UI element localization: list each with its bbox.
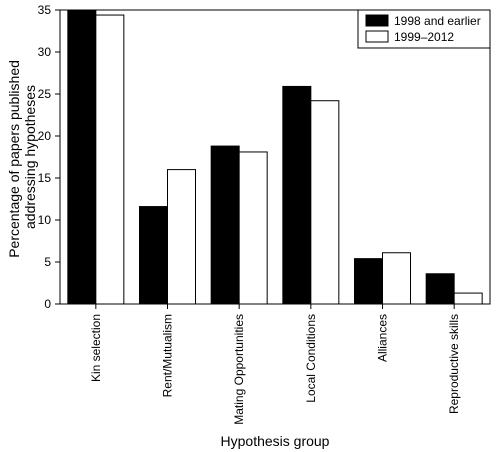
y-axis-title: Percentage of papers published addressin… (6, 56, 38, 258)
y-tick-label: 10 (38, 213, 52, 227)
legend: 1998 and earlier 1999–2012 (357, 9, 491, 49)
legend-label-1998-and-earlier: 1998 and earlier (394, 14, 481, 28)
y-tick-label: 0 (44, 297, 51, 311)
bar-alliances-1999-2012 (382, 252, 411, 305)
x-tick-label-kin-selection: Kin selection (89, 314, 103, 382)
x-tick-label-rent-mutualism: Rent/Mutualism (161, 314, 175, 397)
y-tick-label: 30 (38, 45, 52, 59)
y-tick-label: 5 (44, 255, 51, 269)
bar-mating-opportunities-1998-and-earlier (210, 145, 240, 305)
y-tick-label: 35 (38, 3, 52, 17)
y-axis-title-line-1: Percentage of papers published (6, 60, 22, 258)
bar-alliances-1998-and-earlier (354, 258, 383, 305)
bar-reproductive-skills-1999-2012 (453, 292, 483, 305)
bar-mating-opportunities-1999-2012 (238, 151, 268, 305)
legend-label-1999-2012: 1999–2012 (394, 30, 454, 44)
y-axis-title-line-2: addressing hypotheses (22, 85, 38, 229)
y-tick-label: 25 (38, 87, 52, 101)
legend-swatch-1998-and-earlier (365, 14, 389, 27)
x-axis-title: Hypothesis group (221, 433, 330, 449)
bar-kin-selection-1999-2012 (95, 14, 125, 305)
bar-reproductive-skills-1998-and-earlier (425, 273, 455, 305)
y-tick-label: 15 (38, 171, 52, 185)
bars-layer (67, 10, 483, 305)
x-axis: Kin selection Rent/Mutualism Mating Opport… (89, 304, 461, 425)
x-tick-label-local-conditions: Local Conditions (304, 314, 318, 403)
y-axis: 0 5 10 15 20 25 30 35 (38, 3, 60, 311)
bar-rent-mutualism-1999-2012 (167, 169, 196, 305)
x-tick-label-reproductive-skills: Reproductive skills (447, 314, 461, 414)
y-tick-label: 20 (38, 129, 52, 143)
bar-local-conditions-1999-2012 (310, 100, 340, 305)
bar-local-conditions-1998-and-earlier (282, 85, 312, 305)
x-tick-label-mating-opportunities: Mating Opportunities (232, 314, 246, 425)
bar-rent-mutualism-1998-and-earlier (139, 206, 168, 305)
bar-kin-selection-1998-and-earlier (67, 10, 97, 305)
x-tick-label-alliances: Alliances (376, 314, 390, 362)
plot-frame (59, 9, 491, 305)
legend-swatch-1999-2012 (365, 30, 389, 43)
